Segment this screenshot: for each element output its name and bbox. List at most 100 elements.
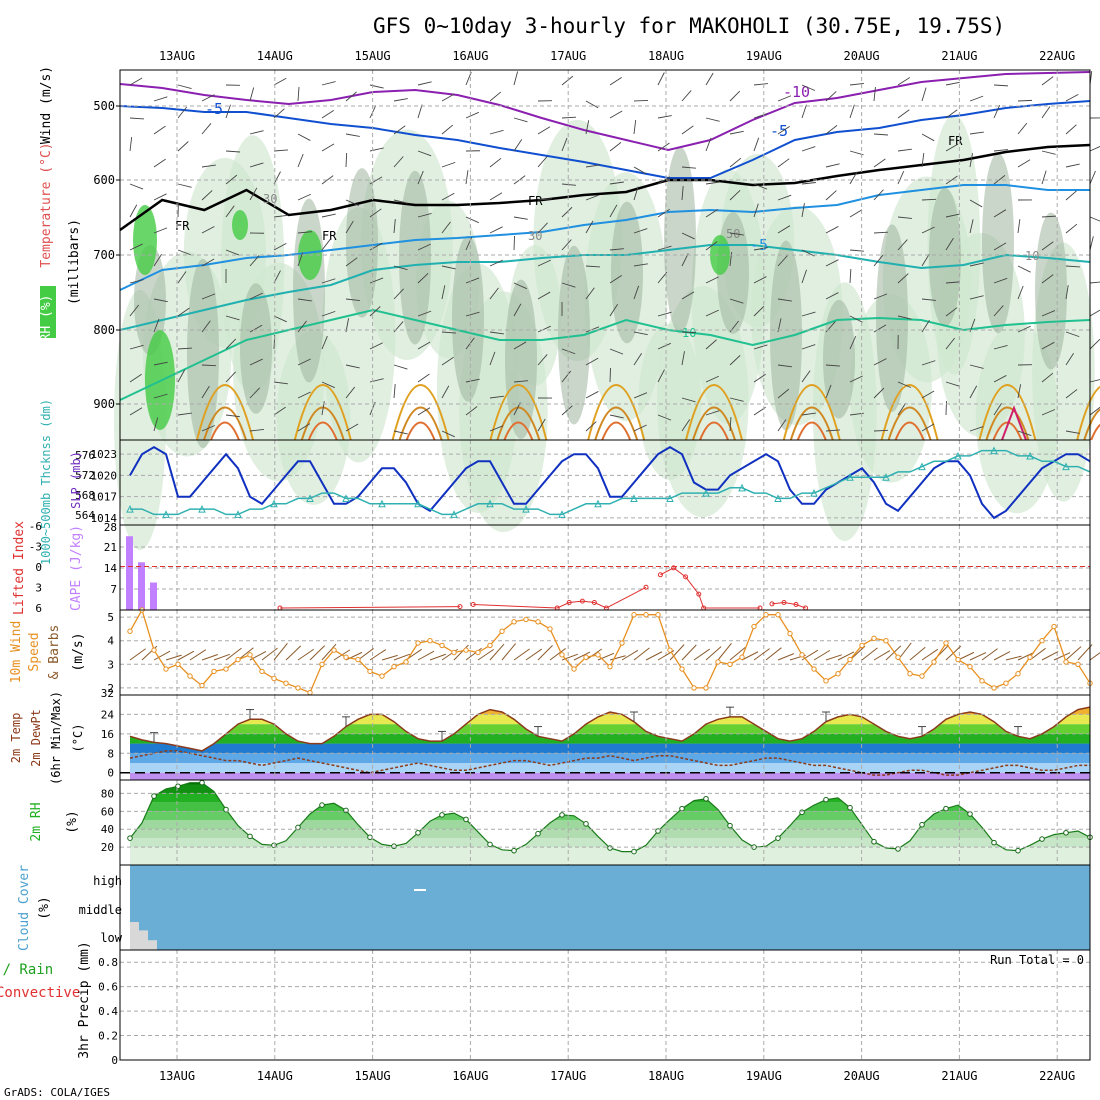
wind-barb [681,166,696,169]
rh-marker [319,802,325,808]
wind-speed-marker [643,612,649,618]
wind-barb [369,176,383,185]
10m-wind-barb [597,652,615,661]
wind-speed-marker [403,659,409,665]
wind-barb [681,232,695,240]
10m-wind-barb [717,642,732,661]
wind-barb [801,203,805,218]
wind-barb [537,418,546,432]
wind-barb [825,292,839,300]
li-line [660,567,760,609]
wind-barb [969,153,973,168]
rh-shade-dark [399,170,431,345]
rh-bands [130,782,1090,865]
precip-tick: 0.2 [98,1030,118,1043]
contour-label: FR [322,229,337,243]
wind-barb [369,306,381,317]
wind-barb [681,253,689,267]
rh-shade-dark [982,152,1014,334]
10m-wind-barb [921,648,939,661]
wind-barb [249,187,258,201]
wind-speed-marker [451,649,457,656]
top-day-label: 21AUG [941,49,977,63]
thickness-marker [702,489,710,497]
slp-tick: 1014 [91,512,118,525]
wind-barb [129,204,138,218]
wind-speed-marker [883,637,889,644]
wind-barb [801,344,816,350]
wind-barb [321,213,336,218]
wind-barb [297,231,312,234]
wind-barb [201,164,216,168]
thickness-marker [666,494,674,502]
wind-barb [633,263,648,267]
rh-marker [727,822,733,829]
wind-barb [249,387,260,399]
wind-barb [321,310,336,317]
temp-line [129,706,1091,752]
wind-speed-marker [799,652,805,658]
wind-barb [681,90,692,102]
wind-barb [369,105,377,119]
wind-barb [585,120,590,135]
rh-marker [247,833,253,840]
wind-barb [633,166,647,175]
temp-band [130,763,1090,773]
wind-barb [705,72,714,86]
contour-label: 50 [726,227,740,241]
wind-speed-marker [847,656,853,663]
10m-wind-barb [369,649,387,661]
wind-barb [249,87,255,102]
wind-speed-marker [259,668,265,675]
wind-barb [1041,241,1054,251]
wind-barb [465,216,479,224]
10m-wind-barb [849,645,866,661]
rh-unit-label: (%) [65,810,80,833]
rh-shade-dark [346,168,378,318]
wind-barb [153,125,166,135]
wind-barb [993,149,1008,152]
wind-barb [225,174,238,185]
10m-wind-barb [429,653,447,661]
10m-wind-barb [213,653,231,661]
wind-barb [945,213,960,218]
wind-speed-marker [823,678,829,684]
pressure-tick: 800 [93,323,115,337]
wind-barb [705,276,719,284]
wind-speed-marker [835,671,841,677]
thickness-marker [738,483,746,492]
wind-barb [873,358,887,366]
thickness-marker [414,499,422,508]
wind-barb [441,430,455,438]
warm-contour [398,406,443,441]
top-day-label: 16AUG [452,49,488,63]
rh-marker [631,848,637,855]
wind-speed-marker [979,678,985,684]
wind-barb [777,158,790,168]
wind-barb [897,239,908,251]
thickness-marker [198,504,206,513]
wind-barb [945,400,947,416]
temp-tick: 24 [101,708,115,721]
thickness-marker [342,494,350,502]
10m-wind-barb [345,651,363,661]
rh-shade-dark [611,201,643,344]
bottom-day-label: 13AUG [159,1069,195,1083]
wind-barb [561,282,576,288]
warm-contour [307,421,338,441]
cape-axis-label: CAPE (J/kg) [69,525,84,611]
thickness-marker [558,510,566,518]
rh-marker [175,783,181,790]
li-marker [566,599,572,605]
wind-barb [993,209,1007,218]
rh-tick: 80 [101,787,114,800]
top-day-label: 14AUG [257,49,293,63]
wind-speed-marker [511,619,517,625]
rh-shade-dark [240,283,272,414]
wind-label-4: (m/s) [71,632,86,671]
wind-barb [417,272,429,284]
temperature-axis-label: Temperature (°C) [39,142,54,267]
wind-barb [561,239,572,251]
10m-wind-barb [1029,647,1046,661]
wind-barb [177,141,189,152]
